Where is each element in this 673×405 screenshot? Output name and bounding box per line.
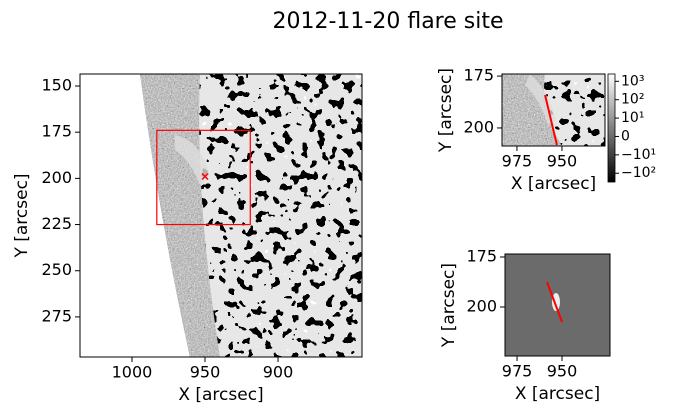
image-zoom — [502, 74, 605, 146]
colorbar-tick-label: 10³ — [621, 73, 644, 89]
image-difference — [505, 254, 610, 356]
x-tick-label: 1000 — [112, 363, 153, 382]
x-tick-label: 975 — [502, 152, 533, 171]
colorbar-tick-label: 0 — [621, 128, 630, 144]
x-tick-label: 950 — [547, 152, 578, 171]
y-tick-label: 275 — [41, 306, 72, 325]
flare-marker — [201, 172, 209, 181]
colorbar — [607, 73, 616, 183]
axes-frame — [504, 253, 611, 357]
y-tick-label: 250 — [41, 260, 72, 279]
colorbar-tick-label: 10¹ — [621, 110, 644, 126]
colorbar-tick-label: −10² — [621, 165, 656, 181]
slit-line — [546, 281, 563, 323]
y-tick-label: 175 — [466, 247, 497, 266]
x-axis-label: X [arcsec] — [515, 384, 600, 404]
y-tick-label: 150 — [41, 76, 72, 95]
y-tick-label: 200 — [41, 168, 72, 187]
slit-line — [544, 94, 558, 146]
colorbar-tick-label: −10¹ — [621, 147, 656, 163]
x-tick-label: 950 — [547, 362, 578, 381]
x-tick-label: 950 — [190, 363, 221, 382]
figure-title: 2012-11-20 flare site — [272, 9, 503, 34]
y-tick-label: 200 — [463, 117, 494, 136]
axes-frame — [79, 73, 363, 358]
colorbar-tick-label: 10² — [621, 92, 644, 108]
zoom-box — [156, 129, 251, 226]
y-axis-label: Y [arcsec] — [12, 173, 32, 258]
y-axis-label: Y [arcsec] — [436, 68, 456, 153]
x-axis-label: X [arcsec] — [511, 174, 596, 194]
x-axis-label: X [arcsec] — [178, 385, 263, 405]
axes-frame — [501, 73, 606, 147]
x-tick-label: 975 — [502, 362, 533, 381]
y-axis-label: Y [arcsec] — [439, 263, 459, 348]
y-tick-label: 175 — [41, 122, 72, 141]
y-tick-label: 200 — [466, 297, 497, 316]
x-tick-label: 900 — [263, 363, 294, 382]
y-tick-label: 225 — [41, 214, 72, 233]
image-left — [80, 74, 362, 357]
y-tick-label: 175 — [463, 66, 494, 85]
